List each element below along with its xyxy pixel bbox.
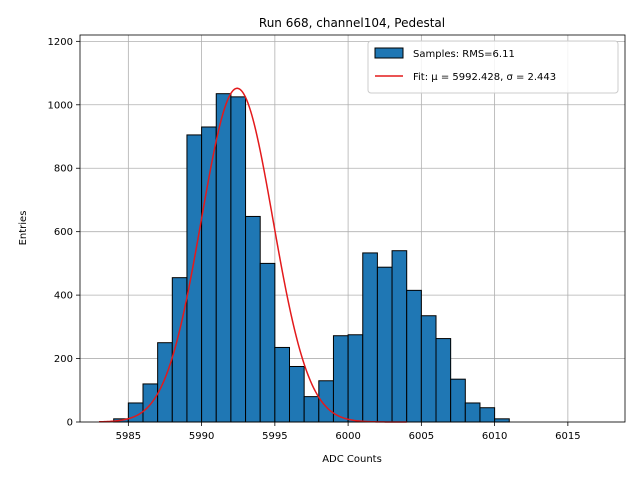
y-axis-ticks: 0 200 400 600 800 1000 1200 xyxy=(48,37,80,429)
x-axis-ticks: 5985 5990 5995 6000 6005 6010 6015 xyxy=(116,422,581,442)
y-axis-label: Entries xyxy=(18,211,29,246)
histogram-bar xyxy=(157,342,173,423)
histogram-bar xyxy=(420,315,437,423)
histogram-bar xyxy=(435,338,452,423)
histogram-bar xyxy=(289,365,305,423)
plot-frame xyxy=(79,34,626,423)
histogram-bar xyxy=(230,96,247,423)
histogram-bar xyxy=(406,289,422,423)
y-tick-label: 600 xyxy=(54,227,73,238)
x-tick-label: 5990 xyxy=(189,431,214,442)
histogram-bars xyxy=(113,93,510,423)
chart-title: Run 668, channel104, Pedestal xyxy=(259,16,445,30)
histogram-bar xyxy=(347,334,364,423)
x-tick-label: 6010 xyxy=(482,431,507,442)
histogram-bar xyxy=(245,215,261,423)
histogram-bar xyxy=(186,134,203,423)
x-tick-label: 5995 xyxy=(262,431,287,442)
y-tick-label: 1000 xyxy=(48,100,73,111)
x-tick-label: 6015 xyxy=(555,431,580,442)
histogram-bar xyxy=(201,126,217,423)
histogram-bar xyxy=(464,402,481,423)
legend-box xyxy=(367,40,619,94)
histogram-bar xyxy=(215,93,232,423)
y-tick-label: 200 xyxy=(54,354,73,365)
x-axis-label: ADC Counts xyxy=(322,454,382,465)
histogram-bar xyxy=(259,262,276,423)
x-tick-label: 6005 xyxy=(409,431,434,442)
legend-fit-label: Fit: μ = 5992.428, σ = 2.443 xyxy=(413,72,556,83)
fit-curve xyxy=(99,87,407,423)
histogram-bar xyxy=(450,378,466,423)
histogram-bar xyxy=(391,250,408,423)
histogram-bar xyxy=(142,383,159,423)
legend-histogram-label: Samples: RMS=6.11 xyxy=(413,49,515,60)
histogram-bar xyxy=(332,335,349,423)
y-tick-label: 400 xyxy=(54,291,73,302)
histogram-bar xyxy=(376,266,393,423)
x-tick-label: 6000 xyxy=(335,431,360,442)
histogram-bar xyxy=(274,346,291,423)
y-tick-label: 800 xyxy=(54,164,73,175)
histogram-bar xyxy=(362,252,378,423)
histogram-bar xyxy=(303,396,320,423)
y-tick-label: 1200 xyxy=(48,37,73,48)
x-tick-label: 5985 xyxy=(116,431,141,442)
histogram-bar xyxy=(494,418,510,423)
legend: Samples: RMS=6.11 Fit: μ = 5992.428, σ =… xyxy=(367,40,619,94)
histogram-bar xyxy=(479,407,496,423)
y-tick-label: 0 xyxy=(67,418,73,429)
legend-histogram-swatch xyxy=(374,47,404,59)
